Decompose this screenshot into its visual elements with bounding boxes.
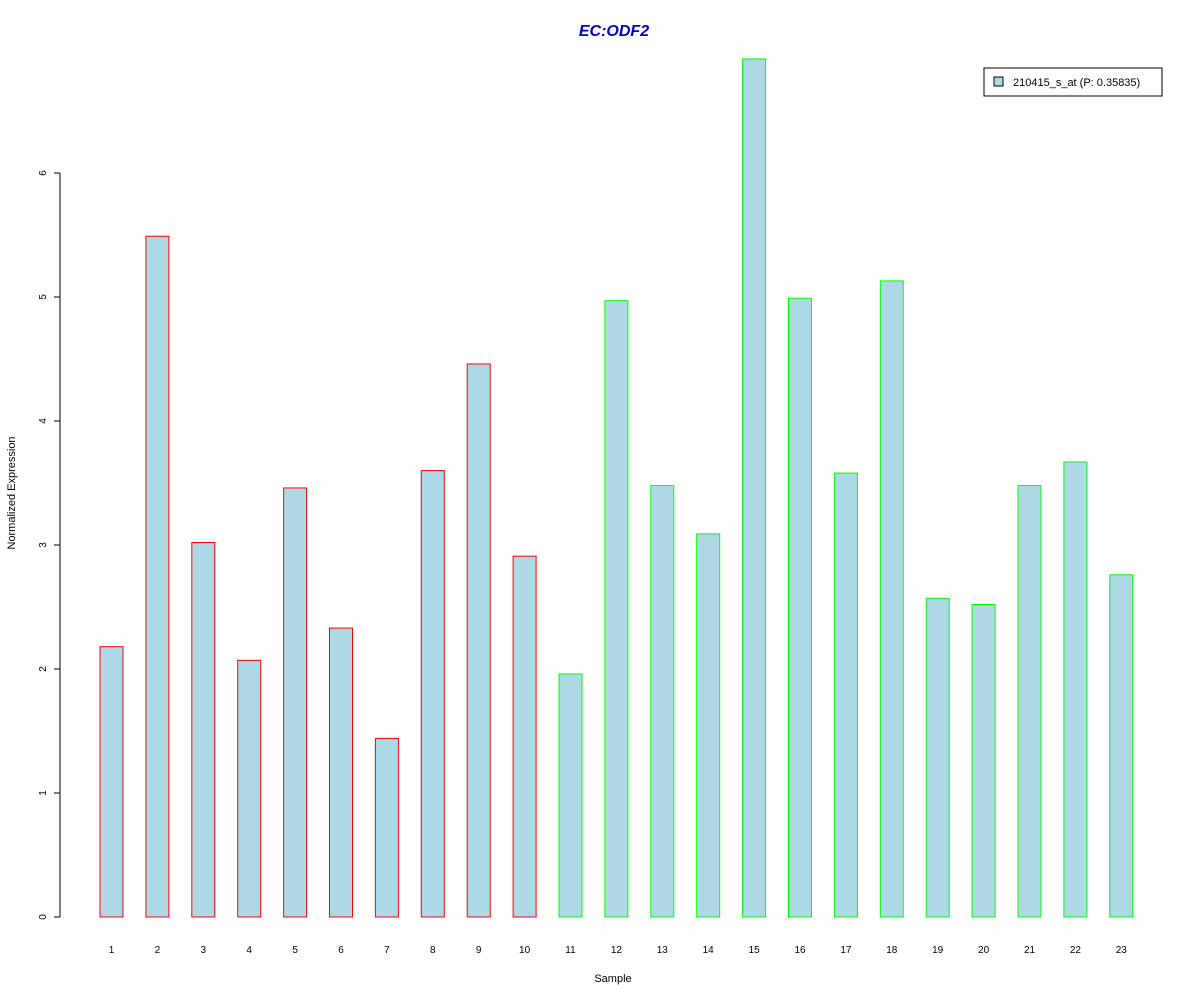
- x-tick-label: 17: [840, 945, 852, 956]
- x-tick-labels: 1 2 3 4 5 6 7 8 9 10 11 12 13 14 15 16 17 18 19 20 21 22 23: [109, 945, 1128, 956]
- bars: [99, 58, 1134, 918]
- bar-sample-22: [1063, 461, 1088, 918]
- x-tick-label: 10: [519, 945, 531, 956]
- legend-box: [983, 67, 1163, 97]
- legend: 210415_s_at (P: 0.35835): [983, 67, 1163, 97]
- bar-sample-6: [329, 627, 353, 918]
- chart-title: EC:ODF2: [579, 23, 649, 40]
- bar-sample-21: [1017, 484, 1042, 918]
- x-tick-label: 18: [886, 945, 898, 956]
- x-tick-label: 9: [476, 945, 482, 956]
- x-tick-label: 11: [565, 945, 576, 956]
- x-tick-label: 1: [109, 945, 115, 956]
- bar-sample-12: [604, 300, 629, 918]
- x-tick-label: 6: [338, 945, 344, 956]
- y-tick-label: 0: [38, 914, 49, 920]
- bar-sample-2: [145, 235, 170, 918]
- x-tick-label: 20: [978, 945, 990, 956]
- bar-sample-20: [971, 604, 996, 918]
- y-tick-label: 1: [38, 790, 49, 796]
- bar-sample-19: [925, 597, 950, 918]
- x-tick-label: 3: [201, 945, 207, 956]
- bar-sample-17: [833, 472, 858, 918]
- bar-sample-1: [99, 646, 124, 918]
- y-tick-label: 4: [38, 418, 49, 424]
- y-axis-label: Normalized Expression: [6, 436, 18, 549]
- x-tick-label: 4: [246, 945, 252, 956]
- y-axis: 0 1 2 3 4 5 6: [38, 170, 61, 920]
- x-tick-label: 14: [703, 945, 715, 956]
- x-tick-label: 8: [430, 945, 436, 956]
- bar-sample-11: [558, 673, 583, 918]
- bar-sample-18: [879, 280, 904, 918]
- bar-sample-23: [1109, 574, 1134, 918]
- x-tick-label: 19: [932, 945, 944, 956]
- bar-sample-3: [191, 542, 216, 918]
- y-tick-label: 2: [38, 666, 49, 672]
- x-tick-label: 7: [384, 945, 390, 956]
- x-tick-label: 13: [657, 945, 669, 956]
- bar-sample-10: [512, 555, 537, 918]
- y-tick-label: 3: [38, 542, 49, 548]
- x-tick-label: 22: [1070, 945, 1082, 956]
- bar-sample-15: [742, 58, 767, 918]
- x-axis-label: Sample: [594, 973, 631, 985]
- y-tick-label: 5: [38, 294, 49, 300]
- x-tick-label: 15: [749, 945, 761, 956]
- bar-sample-9: [466, 363, 491, 918]
- x-tick-label: 5: [292, 945, 298, 956]
- bar-sample-5: [283, 487, 308, 918]
- bar-sample-4: [237, 659, 262, 918]
- x-tick-label: 2: [155, 945, 161, 956]
- bar-sample-8: [420, 470, 445, 918]
- bar-sample-16: [788, 297, 812, 918]
- x-tick-label: 12: [611, 945, 623, 956]
- y-tick-label: 6: [38, 170, 49, 176]
- bar-sample-7: [374, 737, 399, 918]
- bar-sample-13: [650, 484, 675, 918]
- x-tick-label: 16: [794, 945, 806, 956]
- legend-swatch: [993, 76, 1004, 87]
- x-tick-label: 23: [1116, 945, 1128, 956]
- bar-sample-14: [696, 533, 721, 918]
- legend-label: 210415_s_at (P: 0.35835): [1013, 77, 1140, 89]
- x-tick-label: 21: [1024, 945, 1036, 956]
